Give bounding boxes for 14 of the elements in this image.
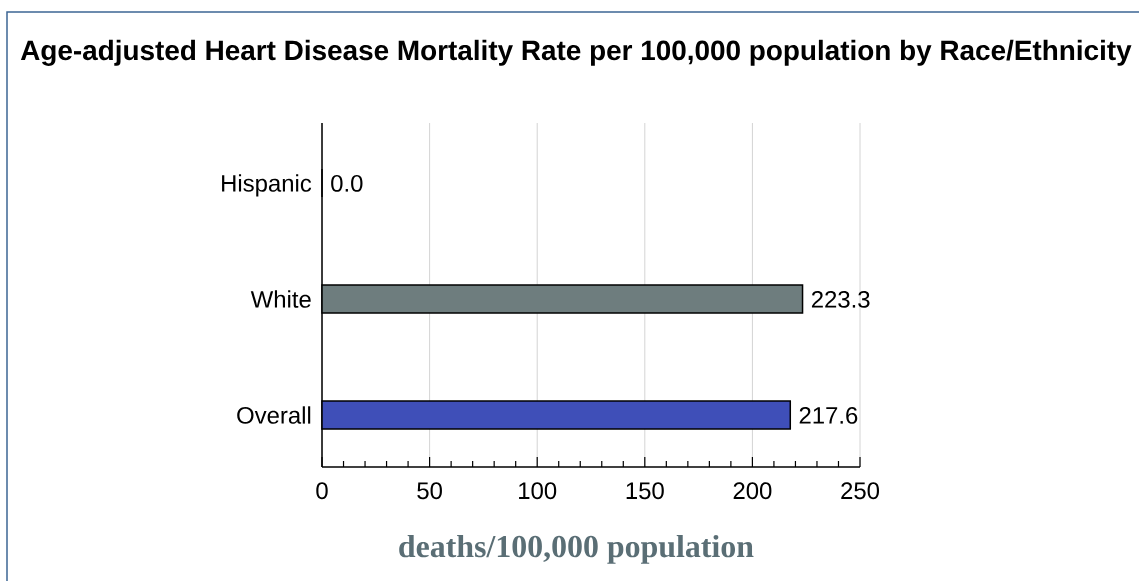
data-label: 0.0 [331, 174, 363, 192]
data-label: 217.6 [799, 406, 858, 424]
x-tick-label: 50 [417, 482, 442, 500]
x-tick-label: 250 [841, 482, 880, 500]
y-tick-label: White [250, 290, 311, 308]
chart-title: Age-adjusted Heart Disease Mortality Rate per 100,000 population by Race/Ethnicity [20, 39, 1132, 66]
x-tick-label: 150 [626, 482, 664, 500]
data-label: 223.3 [811, 290, 870, 308]
x-axis-title: deaths/100,000 population [399, 534, 754, 564]
x-tick-label: 200 [733, 482, 772, 500]
y-tick-label: Overall [237, 406, 311, 424]
x-tick-label: 100 [519, 482, 557, 500]
x-tick-label: 0 [316, 482, 328, 500]
y-tick-label: Hispanic [222, 174, 312, 197]
